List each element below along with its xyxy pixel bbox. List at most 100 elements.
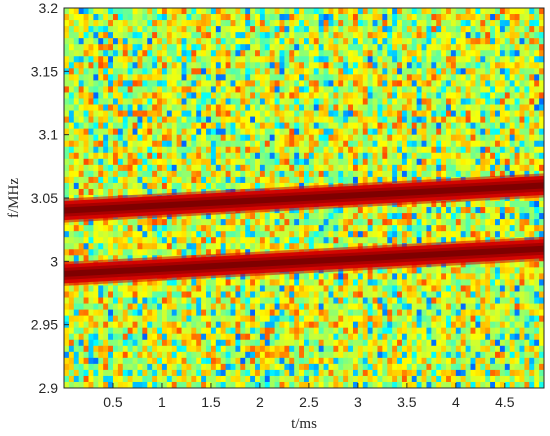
heatmap-cell <box>83 8 90 15</box>
heatmap-cell <box>215 291 222 299</box>
heatmap-cell <box>318 321 325 329</box>
heatmap-cell <box>201 231 207 238</box>
heatmap-cell <box>137 26 143 33</box>
heatmap-cell <box>127 291 134 299</box>
heatmap-cell <box>196 176 202 184</box>
heatmap-cell <box>328 285 334 293</box>
heatmap-cell <box>372 50 379 57</box>
heatmap-cell <box>284 315 290 323</box>
heatmap-cell <box>78 152 85 160</box>
heatmap-cell <box>284 225 290 232</box>
heatmap-cell <box>401 375 408 383</box>
heatmap-cell <box>137 104 143 112</box>
heatmap-cell <box>352 207 359 214</box>
heatmap-cell <box>284 333 290 341</box>
heatmap-cell <box>387 26 393 33</box>
heatmap-cell <box>176 333 183 341</box>
heatmap-cell <box>308 50 315 57</box>
heatmap-cell <box>362 225 369 232</box>
heatmap-cell <box>122 237 129 244</box>
heatmap-cell <box>372 14 379 21</box>
heatmap-cell <box>88 345 94 353</box>
heatmap-cell <box>220 110 227 118</box>
heatmap-cell <box>245 309 251 317</box>
heatmap-cell <box>397 80 403 88</box>
heatmap-cell <box>304 164 310 172</box>
heatmap-cell <box>210 243 217 250</box>
heatmap-cell <box>446 351 452 359</box>
heatmap-cell <box>181 14 188 21</box>
heatmap-cell <box>93 14 99 21</box>
heatmap-cell <box>88 86 94 94</box>
heatmap-cell <box>201 164 207 172</box>
heatmap-cell <box>338 134 344 142</box>
heatmap-cell <box>313 8 320 15</box>
heatmap-cell <box>230 176 237 184</box>
heatmap-cell <box>421 303 428 311</box>
heatmap-cell <box>382 116 388 124</box>
heatmap-cell <box>176 345 183 353</box>
heatmap-cell <box>171 315 178 323</box>
heatmap-cell <box>78 38 85 45</box>
heatmap-cell <box>392 80 398 88</box>
heatmap-cell <box>108 231 114 238</box>
heatmap-cell <box>201 333 207 341</box>
heatmap-cell <box>181 321 188 329</box>
heatmap-cell <box>181 164 188 172</box>
heatmap-cell <box>269 20 276 27</box>
heatmap-cell <box>68 375 75 383</box>
heatmap-cell <box>431 237 437 244</box>
heatmap-cell <box>338 26 344 33</box>
heatmap-cell <box>387 375 393 383</box>
heatmap-cell <box>377 140 383 148</box>
heatmap-cell <box>313 237 320 244</box>
heatmap-cell <box>186 80 192 88</box>
heatmap-cell <box>186 339 192 347</box>
heatmap-cell <box>392 128 398 136</box>
heatmap-cell <box>137 219 143 226</box>
heatmap-cell <box>431 86 437 94</box>
heatmap-cell <box>323 152 330 160</box>
heatmap-cell <box>73 80 80 88</box>
heatmap-cell <box>176 291 183 299</box>
heatmap-cell <box>171 339 178 347</box>
heatmap-cell <box>269 327 276 335</box>
heatmap-cell <box>397 237 403 244</box>
heatmap-cell <box>323 207 330 214</box>
heatmap-cell <box>362 339 369 347</box>
heatmap-cell <box>210 26 217 33</box>
heatmap-cell <box>348 297 354 305</box>
heatmap-cell <box>166 62 173 69</box>
heatmap-cell <box>210 279 217 287</box>
heatmap-cell <box>127 152 134 160</box>
heatmap-cell <box>181 231 188 238</box>
heatmap-cell <box>289 219 295 226</box>
heatmap-cell <box>304 86 310 94</box>
heatmap-cell <box>382 80 388 88</box>
heatmap-cell <box>304 110 310 118</box>
heatmap-cell <box>108 14 114 21</box>
heatmap-cell <box>250 80 256 88</box>
heatmap-cell <box>352 369 359 377</box>
heatmap-cell <box>147 279 153 287</box>
heatmap-cell <box>235 170 241 178</box>
heatmap-cell <box>181 128 188 136</box>
heatmap-cell <box>411 207 418 214</box>
heatmap-cell <box>279 14 286 21</box>
heatmap-cell <box>274 273 281 281</box>
heatmap-cell <box>98 188 104 196</box>
heatmap-cell <box>186 122 192 130</box>
heatmap-cell <box>73 74 80 81</box>
heatmap-cell <box>323 339 330 347</box>
heatmap-cell <box>362 134 369 142</box>
heatmap-cell <box>166 345 173 353</box>
heatmap-cell <box>269 158 276 166</box>
heatmap-cell <box>367 333 374 341</box>
heatmap-cell <box>441 297 447 305</box>
heatmap-cell <box>73 188 80 196</box>
heatmap-cell <box>250 369 256 377</box>
heatmap-cell <box>333 56 339 63</box>
heatmap-cell <box>64 8 70 15</box>
heatmap-cell <box>323 104 330 112</box>
heatmap-cell <box>308 62 315 69</box>
